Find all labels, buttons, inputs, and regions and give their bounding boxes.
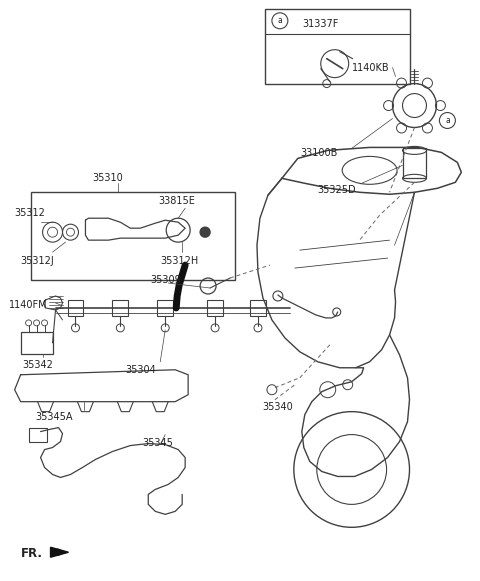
Bar xyxy=(31,192,235,280)
Bar xyxy=(21,332,52,354)
Text: 35309: 35309 xyxy=(150,275,181,285)
Text: 35312H: 35312H xyxy=(160,256,199,266)
Text: 35345: 35345 xyxy=(142,437,173,447)
Bar xyxy=(29,428,47,442)
Text: 1140KB: 1140KB xyxy=(352,63,389,73)
Text: 33815E: 33815E xyxy=(158,196,195,206)
Bar xyxy=(112,300,128,316)
Text: 35310: 35310 xyxy=(93,173,123,184)
Text: 35325D: 35325D xyxy=(318,185,356,195)
Circle shape xyxy=(200,227,210,237)
Text: 1140FM: 1140FM xyxy=(9,300,48,310)
Text: FR.: FR. xyxy=(21,547,43,560)
Text: a: a xyxy=(445,116,450,125)
Text: 35312: 35312 xyxy=(15,208,46,218)
Bar xyxy=(265,9,409,84)
Text: 35345A: 35345A xyxy=(36,412,73,422)
Bar xyxy=(250,300,266,316)
Bar xyxy=(207,300,223,316)
Bar xyxy=(403,148,426,178)
Bar xyxy=(68,300,84,316)
Polygon shape xyxy=(50,547,69,557)
Text: 35340: 35340 xyxy=(262,401,293,412)
Text: 33100B: 33100B xyxy=(300,148,337,159)
Text: 35304: 35304 xyxy=(125,365,156,375)
Text: 35342: 35342 xyxy=(23,360,53,370)
Bar xyxy=(157,300,173,316)
Text: 35312J: 35312J xyxy=(21,256,54,266)
Text: a: a xyxy=(277,16,282,26)
Text: 31337F: 31337F xyxy=(302,19,338,29)
